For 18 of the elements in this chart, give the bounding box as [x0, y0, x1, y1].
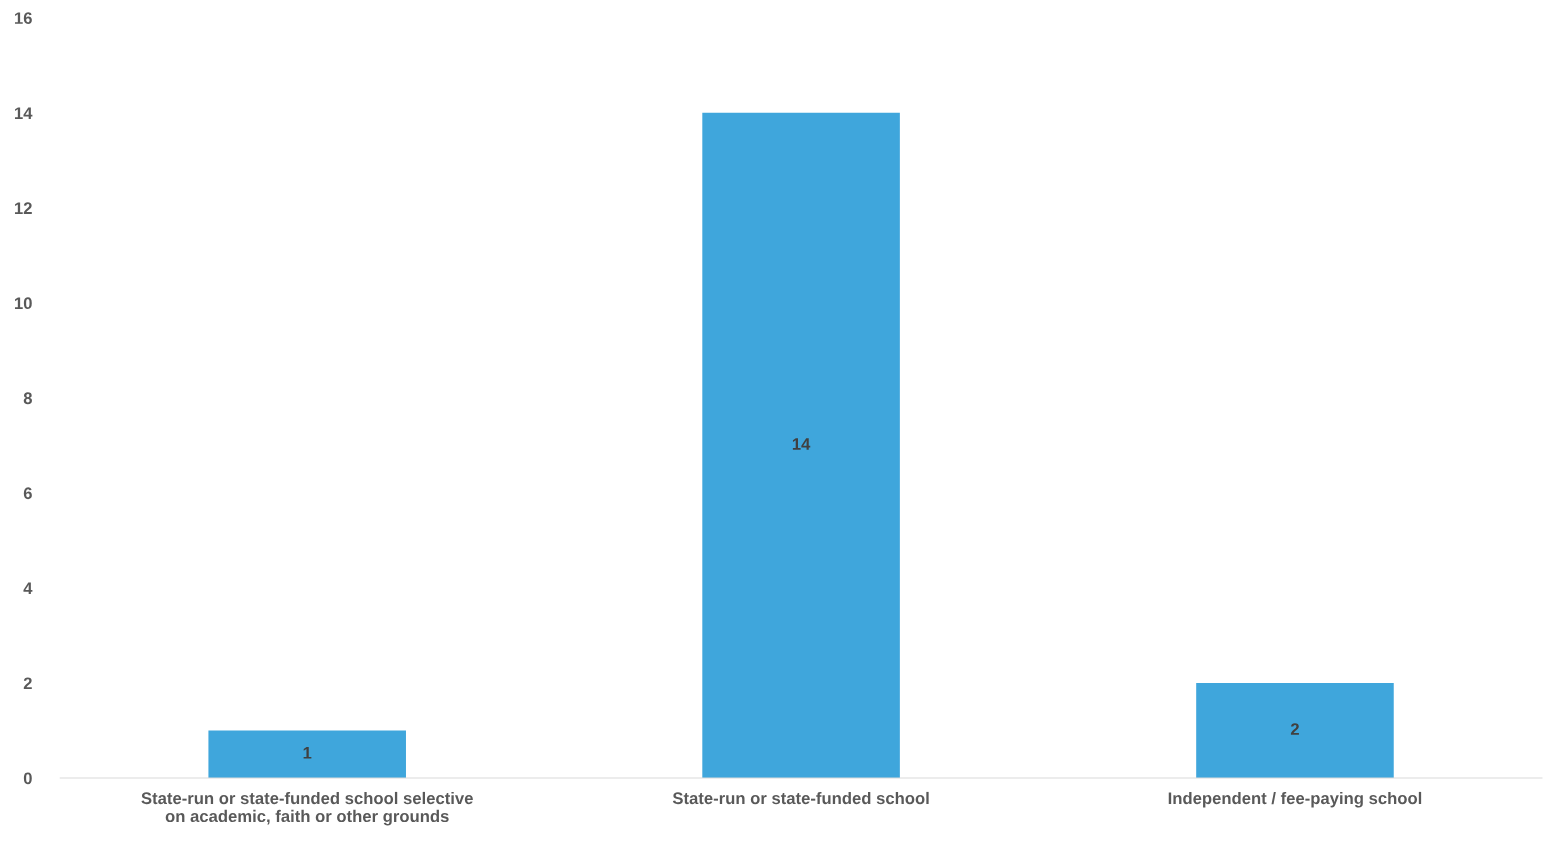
- bar: [208, 730, 406, 779]
- data-label: 2: [1290, 723, 1299, 735]
- x-tick-label: State-run or state-funded school selective on academic, faith or other grounds: [141, 791, 473, 826]
- y-tick-label: 12: [14, 202, 32, 214]
- data-label: 14: [792, 438, 811, 450]
- y-tick-label: 0: [23, 772, 32, 785]
- bar: [1196, 683, 1394, 779]
- y-tick-label: 2: [23, 677, 32, 690]
- x-tick-label: State-run or state-funded school: [672, 791, 929, 805]
- y-tick-label: 14: [14, 107, 33, 119]
- y-tick-label: 8: [23, 392, 32, 405]
- y-tick-label: 6: [23, 487, 32, 500]
- bar: [702, 112, 900, 779]
- data-label: 1: [303, 747, 312, 759]
- y-tick-label: 4: [23, 582, 33, 595]
- y-tick-label: 10: [14, 297, 32, 310]
- x-tick-label: Independent / fee-paying school: [1168, 791, 1422, 808]
- y-tick-label: 16: [14, 12, 32, 25]
